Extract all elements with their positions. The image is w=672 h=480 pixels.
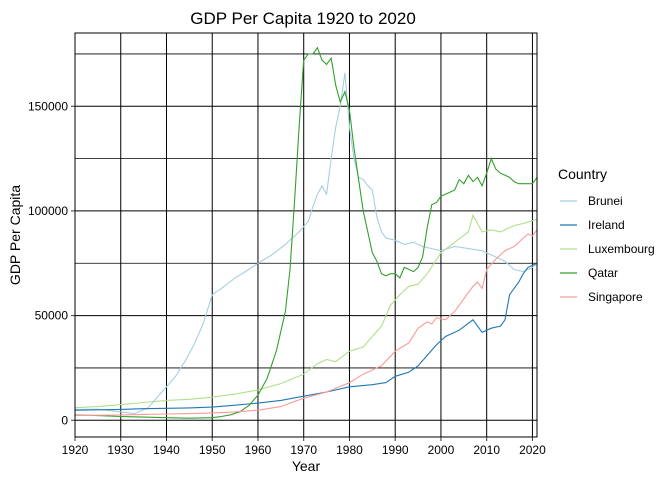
series-line-luxembourg <box>74 213 538 409</box>
x-tick-label: 1950 <box>199 443 226 457</box>
x-axis-ticks: 1920 1930 1940 1950 1960 1970 1980 1990 2000 2010… <box>62 437 546 457</box>
y-axis-title: GDP Per Capita <box>7 185 23 285</box>
series-line-ireland <box>74 262 538 411</box>
legend-label: Ireland <box>588 218 625 232</box>
x-axis-title: Year <box>292 458 321 474</box>
x-tick-label: 2010 <box>473 443 500 457</box>
legend-label: Singapore <box>588 290 643 304</box>
series-line-singapore <box>74 229 538 417</box>
legend-title: Country <box>558 166 607 182</box>
x-tick-label: 1990 <box>382 443 409 457</box>
legend: Country Brunei Ireland Luxembourg Qatar Sing… <box>558 166 655 304</box>
x-tick-label: 1940 <box>153 443 180 457</box>
series-line-qatar <box>74 46 538 419</box>
y-tick-label: 0 <box>61 413 68 427</box>
series-lines <box>74 46 538 419</box>
series-line-brunei <box>74 72 538 415</box>
x-tick-label: 1930 <box>107 443 134 457</box>
y-tick-label: 50000 <box>35 309 69 323</box>
legend-label: Qatar <box>588 266 618 280</box>
y-tick-label: 100000 <box>28 204 68 218</box>
legend-item-qatar: Qatar <box>560 266 618 280</box>
legend-label: Brunei <box>588 194 623 208</box>
x-tick-label: 1970 <box>290 443 317 457</box>
legend-item-brunei: Brunei <box>560 194 623 208</box>
x-tick-label: 1980 <box>336 443 363 457</box>
gridlines <box>74 33 537 437</box>
x-tick-label: 1920 <box>62 443 89 457</box>
x-tick-label: 2020 <box>519 443 546 457</box>
chart-title: GDP Per Capita 1920 to 2020 <box>190 9 416 28</box>
x-tick-label: 2000 <box>428 443 455 457</box>
legend-item-luxembourg: Luxembourg <box>560 242 655 256</box>
legend-item-singapore: Singapore <box>560 290 643 304</box>
y-axis-ticks: 0 50000 100000 150000 <box>28 99 75 427</box>
legend-item-ireland: Ireland <box>560 218 625 232</box>
y-tick-label: 150000 <box>28 99 68 113</box>
x-tick-label: 1960 <box>245 443 272 457</box>
legend-items: Brunei Ireland Luxembourg Qatar Singapore <box>560 194 655 304</box>
legend-label: Luxembourg <box>588 242 655 256</box>
plot-panel-border <box>74 32 538 438</box>
